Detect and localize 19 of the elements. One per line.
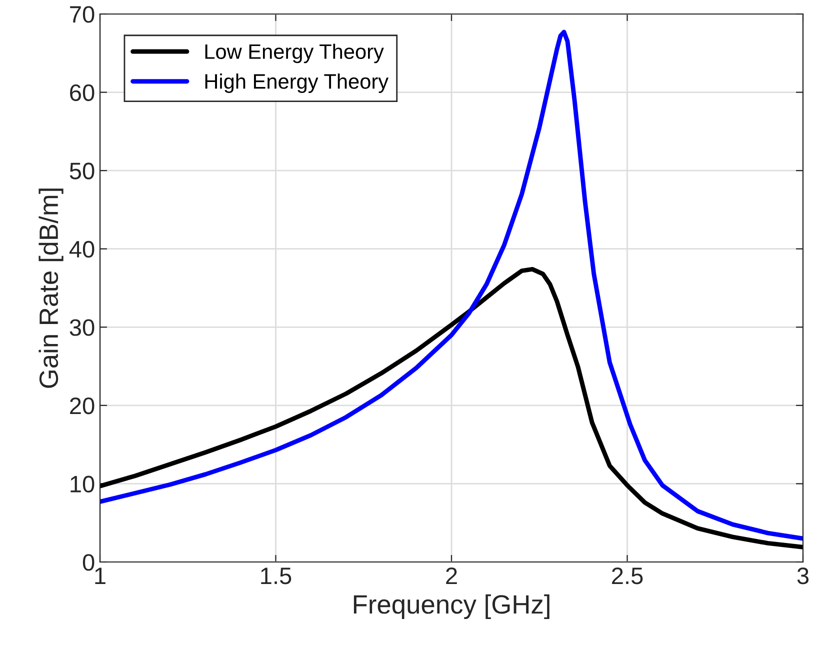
y-tick-label: 70 — [70, 6, 94, 23]
y-tick-label: 0 — [82, 554, 94, 571]
y-tick-label: 30 — [70, 319, 94, 336]
x-tick-label: 2 — [446, 567, 457, 584]
y-tick-label: 10 — [70, 476, 94, 492]
line-series — [100, 30, 803, 541]
line-series — [100, 266, 803, 550]
legend-label: Low Energy Theory — [205, 44, 384, 64]
legend-label: High Energy Theory — [205, 74, 389, 93]
y-tick-label: 60 — [70, 84, 94, 102]
x-tick-label: 2.5 — [612, 567, 643, 584]
x-axis-title: Frequency [GHz] — [354, 594, 550, 620]
y-tick-label: 20 — [70, 397, 94, 414]
y-tick-label: 50 — [70, 162, 94, 180]
x-tick-label: 3 — [797, 567, 809, 584]
x-tick-label: 1.5 — [261, 568, 292, 584]
y-tick-label: 40 — [69, 240, 94, 258]
y-axis-title: Gain Rate [dB/m] — [38, 188, 64, 388]
x-tick-label: 1 — [95, 568, 106, 584]
